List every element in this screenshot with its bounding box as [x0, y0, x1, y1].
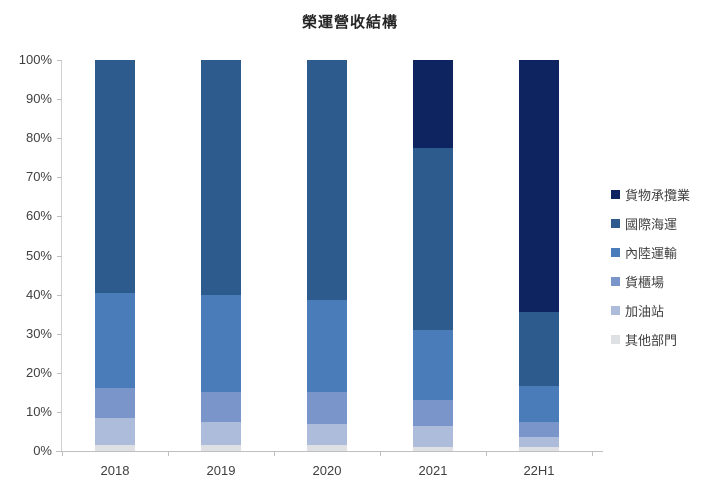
- x-tick-mark: [592, 452, 593, 456]
- y-tick-label: 90%: [25, 91, 52, 107]
- y-tick-mark: [57, 99, 62, 101]
- bar-segment-國際海運: [307, 60, 347, 301]
- stacked-bar-2019: [201, 60, 241, 451]
- legend-label: 貨櫃場: [625, 275, 665, 290]
- bar-segment-貨櫃場: [95, 388, 135, 418]
- legend-label: 其他部門: [625, 333, 678, 348]
- bar-segment-貨櫃場: [413, 400, 453, 426]
- y-tick-label: 30%: [25, 325, 52, 341]
- bar-segment-加油站: [519, 437, 559, 448]
- y-tick-mark: [57, 451, 62, 452]
- legend-swatch-icon: [611, 335, 620, 344]
- y-tick-label: 20%: [25, 364, 52, 380]
- y-tick-label: 60%: [25, 208, 52, 224]
- chart-title: 榮運營收結構: [301, 14, 398, 31]
- bar-segment-加油站: [413, 425, 453, 448]
- bar-segment-內陸運輸: [519, 386, 559, 422]
- y-tick-label: 80%: [25, 130, 52, 146]
- bar-segment-國際海運: [519, 312, 559, 387]
- y-tick-mark: [57, 216, 62, 218]
- bar-slot-22H1: [486, 60, 592, 451]
- legend-label: 內陸運輸: [625, 246, 678, 261]
- x-category-label: 22H1: [523, 463, 555, 478]
- x-tick-mark: [274, 452, 275, 456]
- plot-area: [62, 60, 592, 451]
- legend-swatch-icon: [611, 306, 620, 315]
- bar-slot-2018: [62, 60, 168, 451]
- bar-segment-貨物承攬業: [519, 60, 559, 313]
- legend: 貨物承攬業國際海運內陸運輸貨櫃場加油站其他部門: [611, 180, 690, 354]
- y-tick-mark: [57, 372, 62, 374]
- y-tick-label: 40%: [25, 286, 52, 302]
- bar-segment-國際海運: [201, 60, 241, 295]
- bar-segment-貨櫃場: [519, 421, 559, 438]
- y-tick-label: 0%: [33, 443, 52, 458]
- y-tick-mark: [57, 177, 62, 179]
- bar-segment-內陸運輸: [201, 294, 241, 393]
- bar-slot-2019: [168, 60, 274, 451]
- y-tick-mark: [57, 411, 62, 413]
- y-tick-label: 100%: [18, 52, 52, 67]
- bar-segment-加油站: [95, 417, 135, 446]
- bar-segment-國際海運: [413, 147, 453, 330]
- x-category-label: 2019: [206, 463, 236, 478]
- y-tick-mark: [57, 333, 62, 335]
- x-tick-mark: [486, 452, 487, 456]
- bar-segment-內陸運輸: [413, 329, 453, 401]
- legend-item-加油站: 加油站: [611, 296, 690, 325]
- legend-item-內陸運輸: 內陸運輸: [611, 238, 690, 267]
- bar-segment-內陸運輸: [95, 292, 135, 389]
- x-tick-mark: [62, 452, 63, 456]
- y-tick-mark: [57, 255, 62, 257]
- x-category-label: 2020: [312, 463, 342, 478]
- bar-segment-貨櫃場: [201, 392, 241, 422]
- legend-label: 國際海運: [625, 217, 678, 232]
- bar-segment-其他部門: [201, 445, 241, 451]
- bar-segment-其他部門: [413, 447, 453, 451]
- x-category-label: 2021: [418, 463, 448, 478]
- legend-swatch-icon: [611, 190, 620, 199]
- bar-slot-2021: [380, 60, 486, 451]
- legend-item-貨櫃場: 貨櫃場: [611, 267, 690, 296]
- bar-segment-其他部門: [95, 445, 135, 451]
- stacked-bar-22H1: [519, 60, 559, 451]
- bar-segment-貨物承攬業: [413, 60, 453, 148]
- y-tick-mark: [57, 294, 62, 296]
- legend-item-其他部門: 其他部門: [611, 325, 690, 354]
- bar-slot-2020: [274, 60, 380, 451]
- y-tick-mark: [57, 60, 62, 61]
- y-tick-label: 50%: [25, 247, 52, 263]
- legend-swatch-icon: [611, 248, 620, 257]
- legend-swatch-icon: [611, 277, 620, 286]
- x-axis-line: [56, 451, 603, 452]
- bar-segment-內陸運輸: [307, 300, 347, 393]
- bar-segment-其他部門: [519, 447, 559, 451]
- legend-item-貨物承攬業: 貨物承攬業: [611, 180, 690, 209]
- stacked-bar-2021: [413, 60, 453, 451]
- bar-segment-國際海運: [95, 60, 135, 293]
- stacked-bar-2018: [95, 60, 135, 451]
- x-tick-mark: [168, 452, 169, 456]
- x-category-label: 2018: [100, 463, 130, 478]
- x-tick-mark: [380, 452, 381, 456]
- legend-item-國際海運: 國際海運: [611, 209, 690, 238]
- legend-label: 加油站: [625, 304, 665, 319]
- bar-segment-加油站: [201, 421, 241, 446]
- y-tick-mark: [57, 138, 62, 140]
- y-tick-label: 70%: [25, 169, 52, 185]
- bar-segment-貨櫃場: [307, 392, 347, 424]
- bar-segment-其他部門: [307, 445, 347, 451]
- stacked-bar-2020: [307, 60, 347, 451]
- legend-swatch-icon: [611, 219, 620, 228]
- y-tick-label: 10%: [25, 403, 52, 419]
- bar-segment-加油站: [307, 423, 347, 446]
- legend-label: 貨物承攬業: [625, 188, 691, 203]
